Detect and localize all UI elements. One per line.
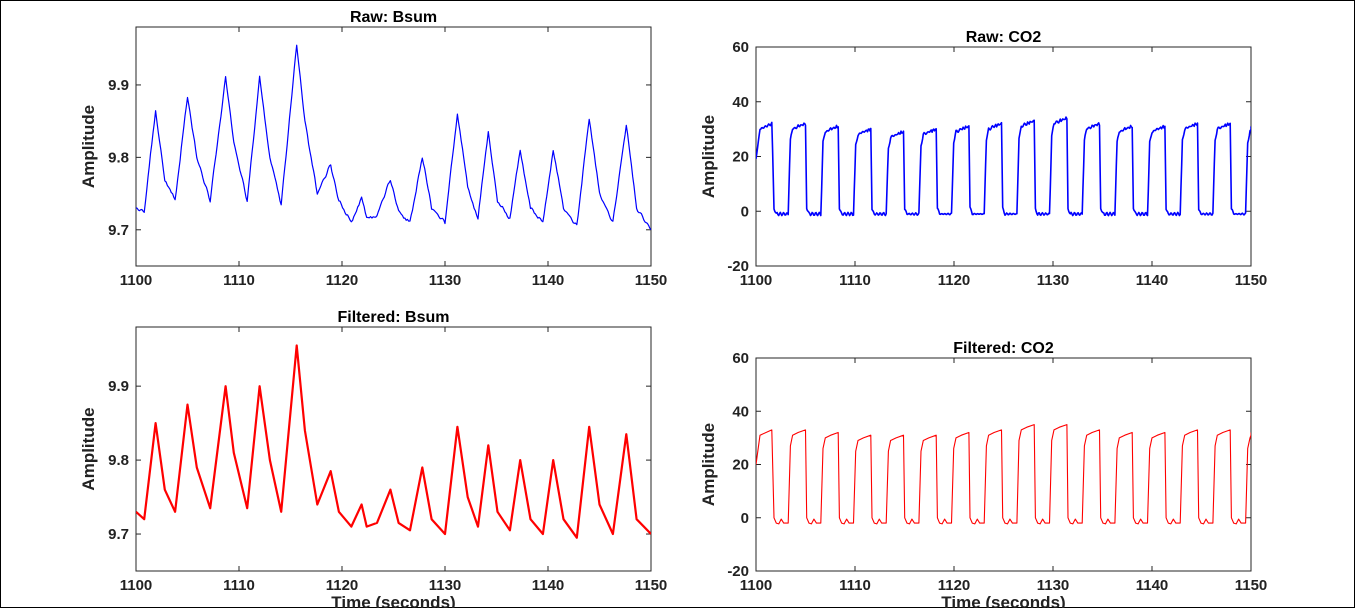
x-tick-label: 1110	[223, 577, 255, 594]
x-tick-label: 1140	[1136, 577, 1169, 594]
y-tick-label: 9.7	[108, 222, 129, 239]
x-tick-label: 1100	[120, 577, 153, 594]
x-tick-label: 1130	[1037, 577, 1070, 594]
series-line	[756, 424, 1251, 525]
y-tick-label: 0	[741, 203, 749, 220]
y-tick-label: -20	[727, 258, 749, 275]
y-tick-label: 0	[741, 510, 749, 527]
x-tick-label: 1150	[1235, 272, 1268, 289]
y-tick-label: 40	[732, 94, 749, 111]
x-tick-label: 1100	[740, 577, 773, 594]
axes-box	[135, 326, 652, 572]
y-axis-label: Amplitude	[699, 115, 718, 198]
x-tick-label: 1100	[120, 272, 153, 289]
x-tick-label: 1150	[635, 577, 668, 594]
axes-box	[755, 46, 1252, 267]
x-tick-label: 1110	[223, 272, 255, 289]
x-tick-label: 1120	[326, 577, 359, 594]
y-tick-label: 20	[732, 149, 749, 166]
x-tick-label: 1140	[1136, 272, 1169, 289]
chart-title: Filtered: CO2	[953, 340, 1054, 357]
x-tick-label: 1120	[326, 272, 359, 289]
x-tick-label: 1110	[839, 272, 871, 289]
chart-panel	[135, 26, 652, 267]
axes-box	[135, 26, 652, 267]
x-tick-label: 1140	[532, 272, 565, 289]
series-line	[756, 116, 1251, 217]
x-tick-label: 1100	[740, 272, 773, 289]
y-tick-label: 60	[732, 350, 749, 367]
chart-panel	[135, 326, 652, 572]
y-axis-label: Amplitude	[699, 423, 718, 506]
x-tick-label: 1110	[839, 577, 871, 594]
y-tick-label: 9.9	[108, 77, 129, 94]
chart-title: Raw: Bsum	[350, 9, 437, 26]
y-tick-label: 9.8	[108, 452, 129, 469]
x-tick-label: 1150	[1235, 577, 1268, 594]
chart-panel	[755, 357, 1252, 572]
y-axis-label: Amplitude	[79, 407, 98, 490]
y-tick-label: 60	[732, 39, 749, 56]
y-tick-label: -20	[727, 563, 749, 580]
y-axis-label: Amplitude	[79, 105, 98, 188]
y-tick-label: 40	[732, 403, 749, 420]
y-tick-label: 9.8	[108, 149, 129, 166]
x-tick-label: 1130	[429, 577, 462, 594]
series-line	[136, 44, 651, 231]
x-tick-label: 1140	[532, 577, 565, 594]
series-line	[136, 344, 651, 539]
x-tick-label: 1120	[938, 577, 971, 594]
y-tick-label: 9.9	[108, 378, 129, 395]
x-tick-label: 1130	[429, 272, 462, 289]
chart-title: Raw: CO2	[966, 29, 1042, 46]
x-axis-label: Time (seconds)	[941, 593, 1065, 608]
chart-panel	[755, 46, 1252, 267]
x-axis-label: Time (seconds)	[331, 593, 455, 608]
chart-title: Filtered: Bsum	[337, 309, 449, 326]
x-tick-label: 1130	[1037, 272, 1070, 289]
x-tick-label: 1120	[938, 272, 971, 289]
x-tick-label: 1150	[635, 272, 668, 289]
y-tick-label: 20	[732, 457, 749, 474]
axes-box	[755, 357, 1252, 572]
y-tick-label: 9.7	[108, 526, 129, 543]
